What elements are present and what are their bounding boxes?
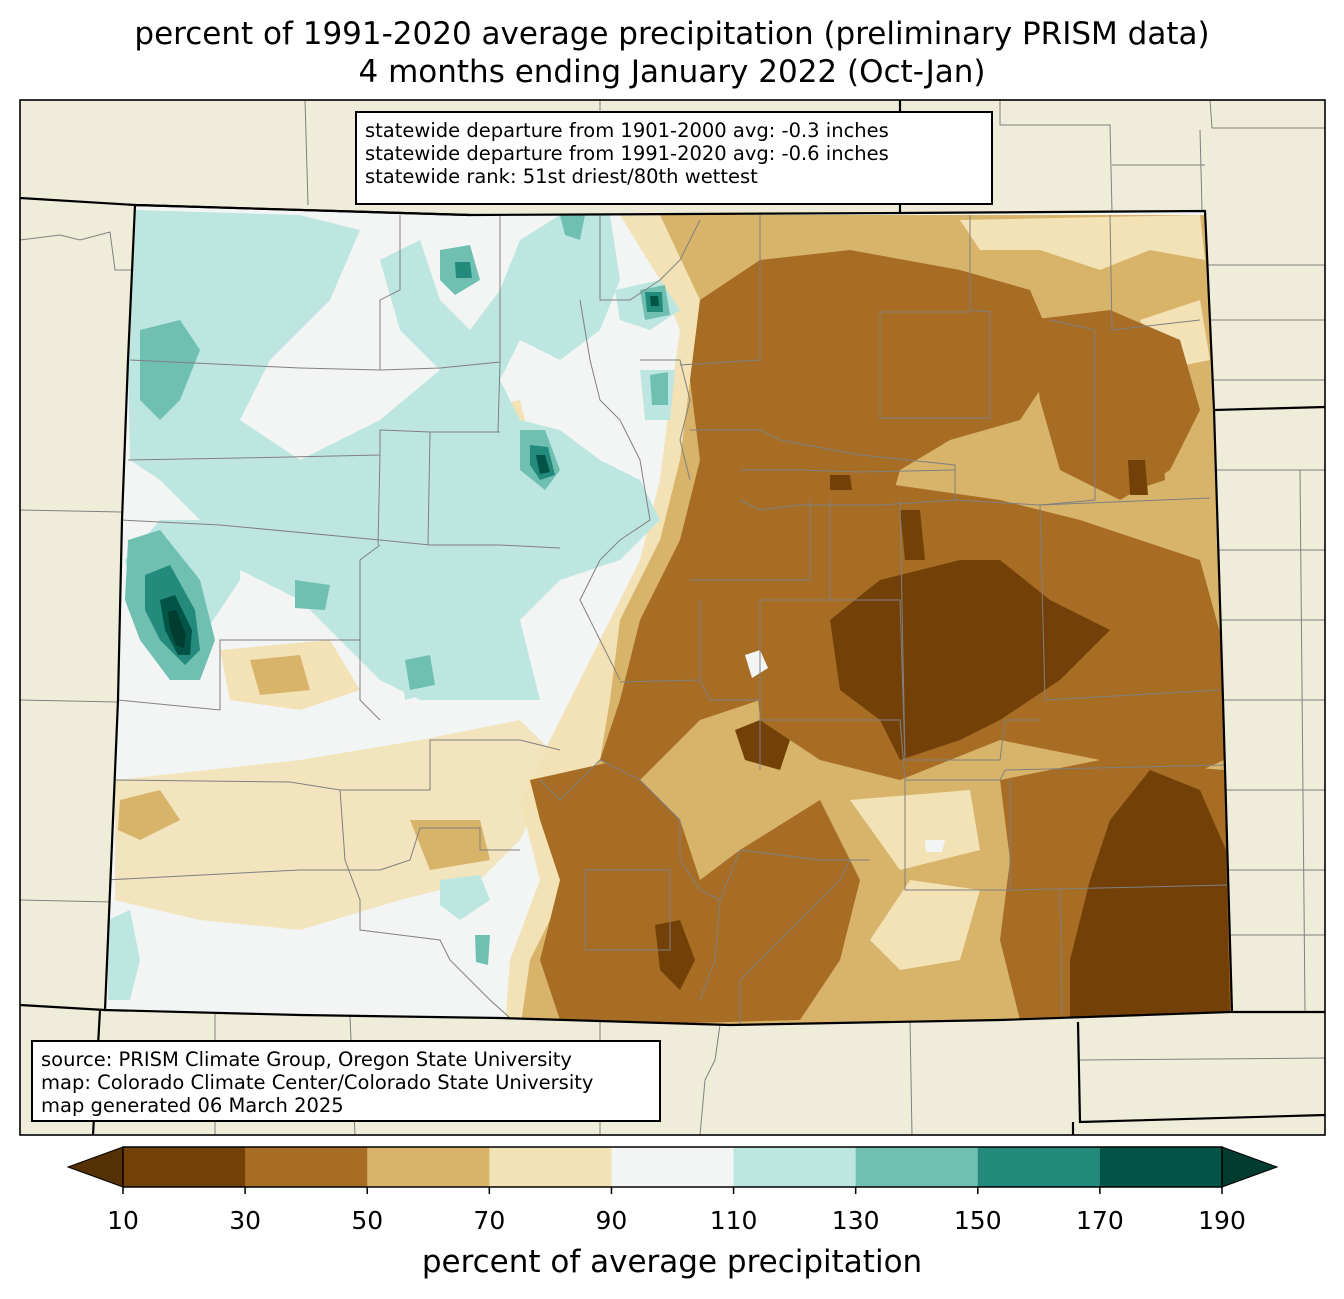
- colorbar-tick-label: 190: [1198, 1206, 1246, 1235]
- stats-line-1: statewide departure from 1901-2000 avg: …: [365, 119, 889, 142]
- colorbar-segment: [245, 1147, 368, 1187]
- map-frame: [19, 99, 1326, 1136]
- map-title-line-1: percent of 1991-2020 average precipitati…: [134, 16, 1210, 52]
- source-box: source: PRISM Climate Group, Oregon Stat…: [31, 1040, 661, 1122]
- source-line-3: map generated 06 March 2025: [41, 1094, 344, 1117]
- colorbar-label: percent of average precipitation: [421, 1244, 923, 1280]
- colorbar-tick-label: 130: [831, 1206, 880, 1235]
- colorbar-tick-label: 150: [953, 1206, 1002, 1235]
- colorbar-segment: [123, 1147, 246, 1187]
- colorbar-tick-label: 70: [473, 1206, 506, 1235]
- colorbar-segment: [489, 1147, 612, 1187]
- colorbar-tick-label: 10: [107, 1206, 139, 1235]
- stats-line-2: statewide departure from 1991-2020 avg: …: [365, 142, 889, 165]
- colorbar-segment: [977, 1147, 1101, 1187]
- colorbar-tick-label: 90: [595, 1206, 628, 1235]
- colorbar-segment: [611, 1147, 735, 1187]
- source-line-2: map: Colorado Climate Center/Colorado St…: [41, 1071, 594, 1094]
- statewide-stats-box: statewide departure from 1901-2000 avg: …: [355, 111, 993, 205]
- county-lines: [105, 214, 1231, 1025]
- colorbar-tick-label: 30: [229, 1206, 262, 1235]
- map-title-line-2: 4 months ending January 2022 (Oct-Jan): [358, 54, 986, 90]
- colorbar-segment: [1099, 1147, 1223, 1187]
- stats-line-3: statewide rank: 51st driest/80th wettest: [365, 165, 758, 188]
- colorbar-tick-label: 170: [1076, 1206, 1124, 1235]
- colorbar-tick-label: 50: [351, 1206, 384, 1235]
- colorbar-segment: [367, 1147, 490, 1187]
- source-line-1: source: PRISM Climate Group, Oregon Stat…: [41, 1048, 572, 1071]
- colorbar-tick-label: 110: [709, 1206, 758, 1235]
- precipitation-field: [105, 205, 1232, 1025]
- colorbar-under-arrow: [66, 1146, 124, 1188]
- colorbar-outline: [122, 1146, 1223, 1188]
- colorbar-over-arrow: [1221, 1146, 1279, 1188]
- colorbar: [66, 1146, 1279, 1194]
- colorbar-segment: [733, 1147, 857, 1187]
- colorbar-segment: [855, 1147, 979, 1187]
